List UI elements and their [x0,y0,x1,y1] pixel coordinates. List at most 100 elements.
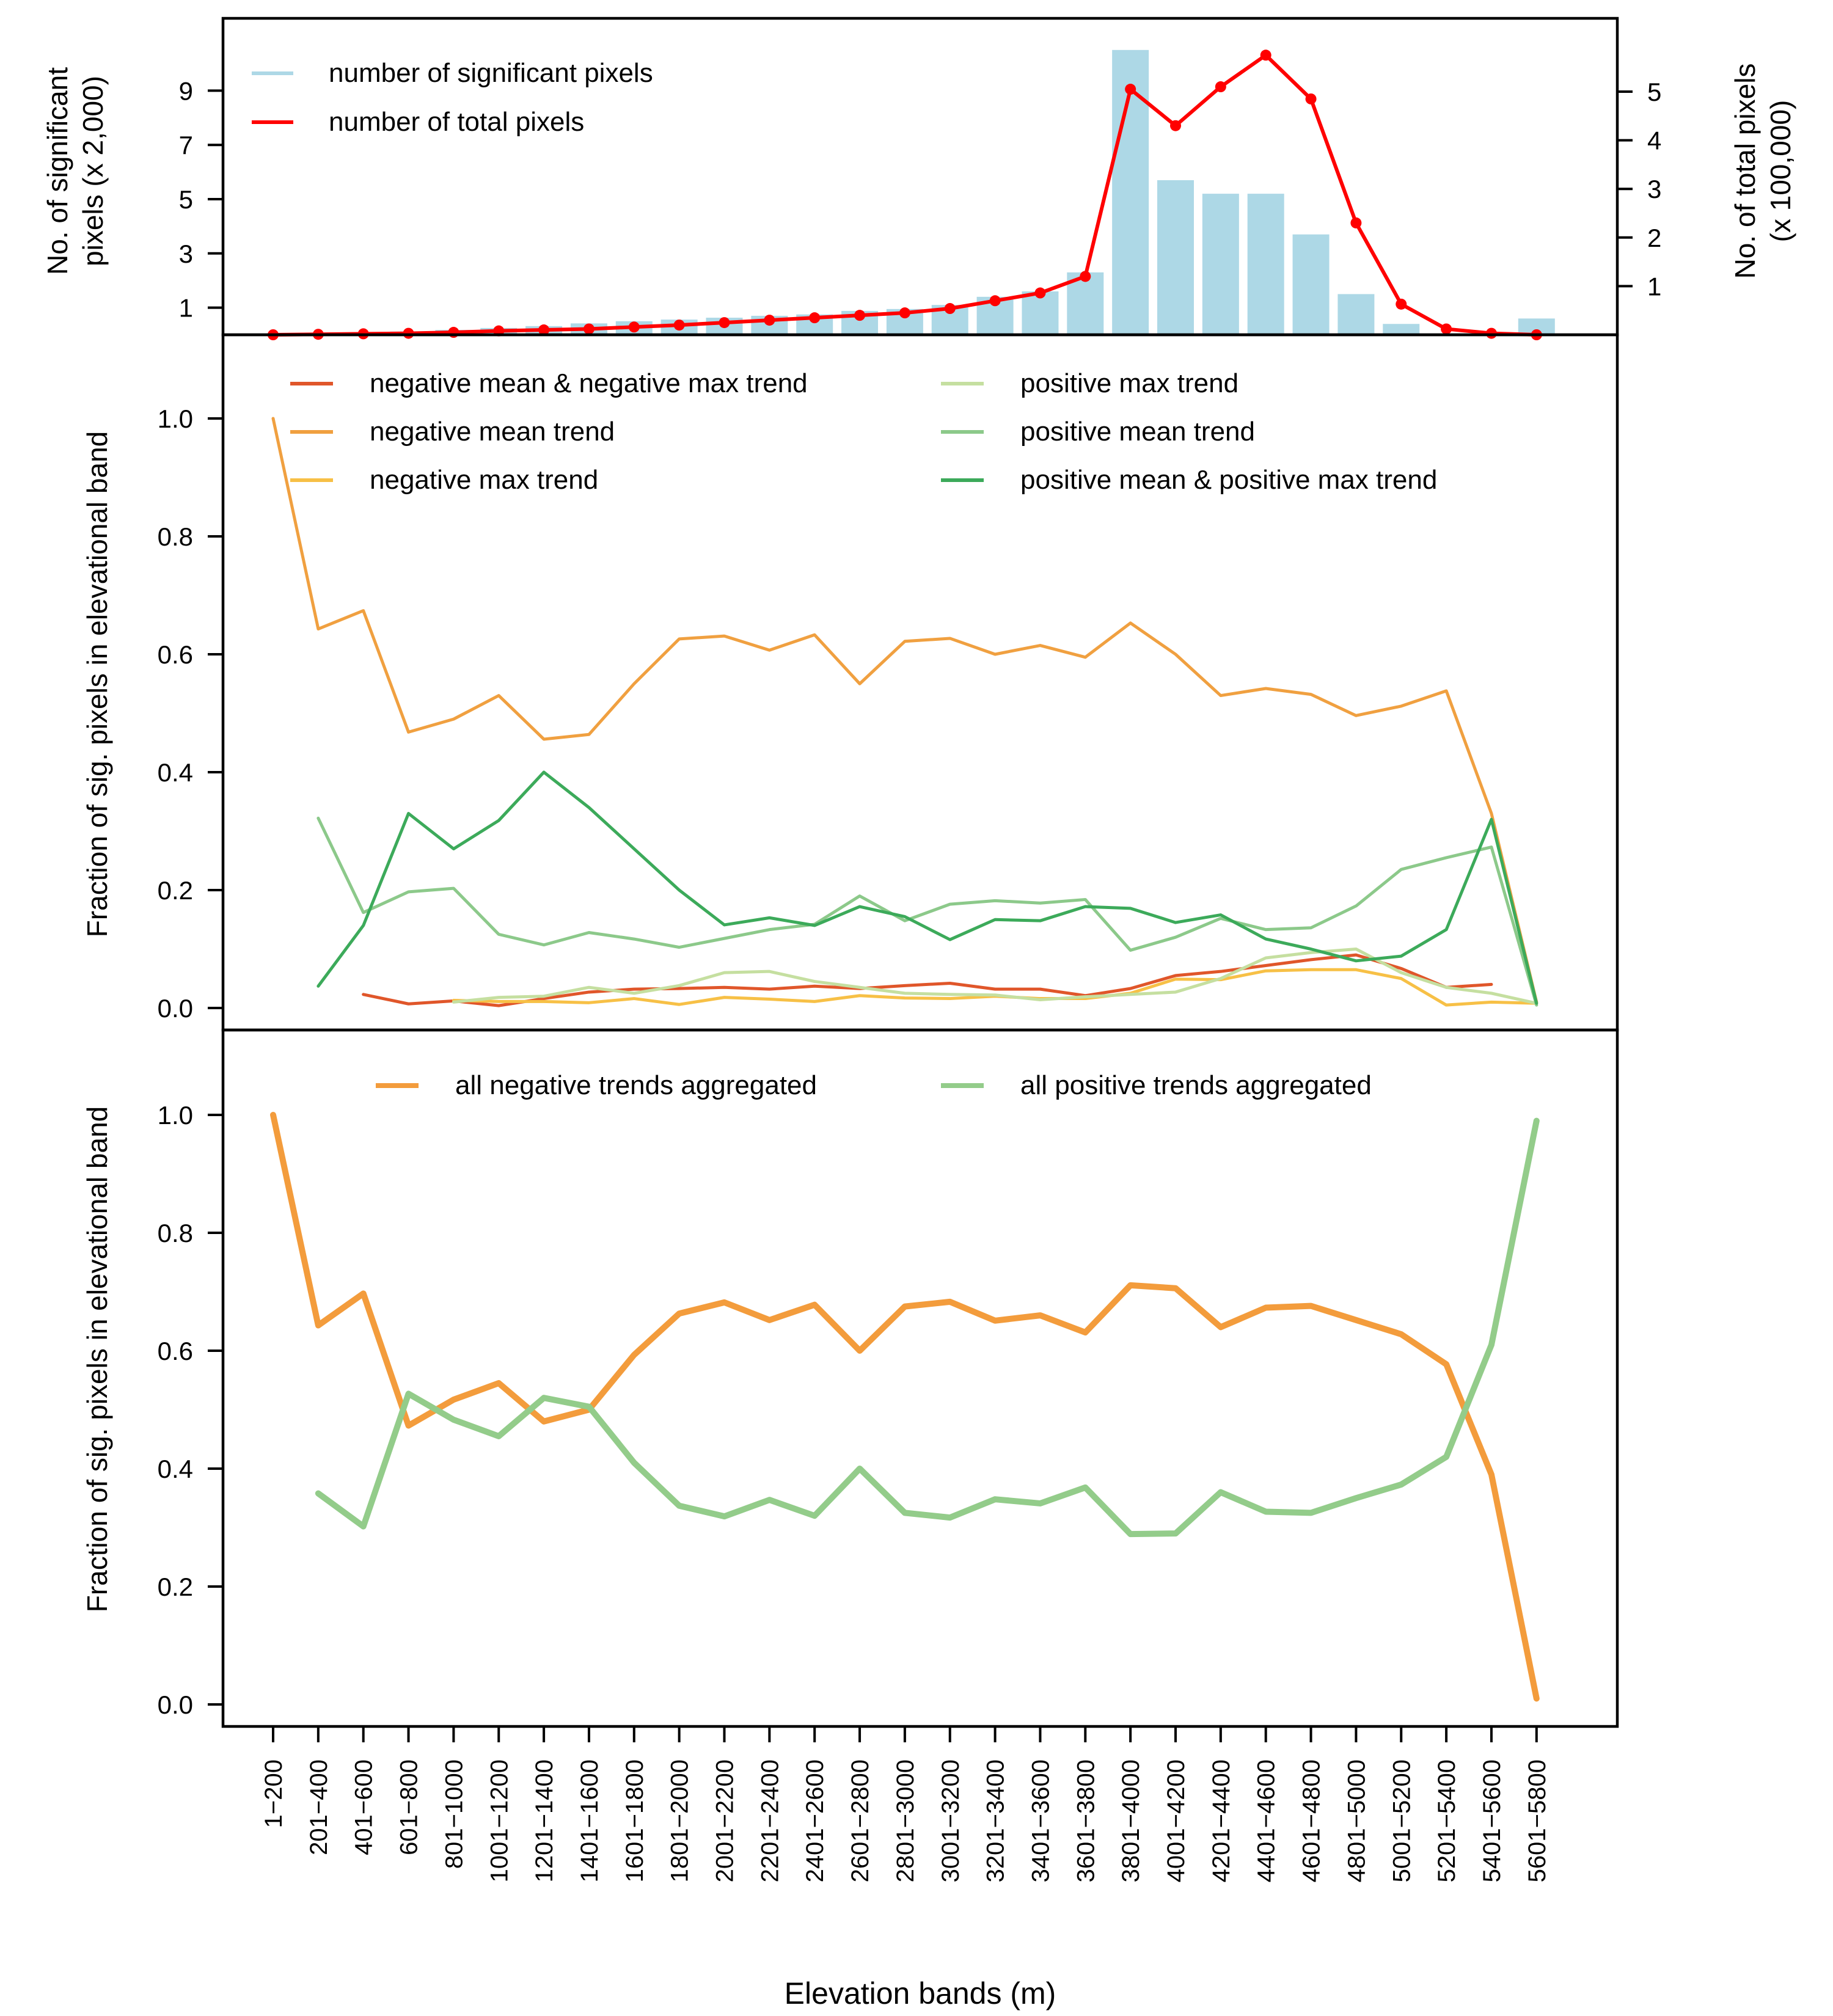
right-y-tick-label: 2 [1647,224,1661,252]
x-tick-label-4401−4600: 4401−4600 [1253,1759,1280,1882]
trend-series-neg_mean [271,417,1538,1004]
trend-category-series [271,417,1538,1007]
total-pixels-point-5001−5200 [1396,298,1407,310]
y-tick-label: 0.0 [158,994,193,1023]
x-tick-label-4801−5000: 4801−5000 [1343,1759,1370,1882]
y-axis-panel-2: 0.0 0.2 0.4 0.6 0.8 1.0 [158,404,223,1023]
right-y-tick-label: 1 [1647,272,1661,301]
left-y-tick-label: 1 [179,294,193,323]
total-pixels-point-601−800 [403,327,414,339]
x-axis-label: Elevation bands (m) [785,1976,1056,2011]
aggregated-series-agg_neg [270,1112,1540,1702]
x-tick-label-1801−2000: 1801−2000 [667,1759,693,1882]
x-tick-label-2001−2200: 2001−2200 [712,1759,739,1882]
x-tick-label-4201−4400: 4201−4400 [1208,1759,1235,1882]
x-tick-label-2401−2600: 2401−2600 [802,1759,829,1882]
frame-panel-3 [221,1028,1619,1728]
legend-label-agg-neg: all negative trends aggregated [455,1070,817,1100]
y-tick-label: 0.6 [158,640,193,669]
total-pixels-point-1801−2000 [673,320,685,331]
total-pixels-point-5401−5600 [1485,327,1497,339]
legend-label-pos-max: positive max trend [1020,368,1238,398]
legend-label-significant-pixels: number of significant pixels [329,58,653,88]
left-y-axis-label-line-2: pixels (x 2,000) [77,76,109,266]
legend-panel-2: negative mean & negative max trend negat… [290,368,1437,495]
left-y-tick-label: 7 [179,131,193,159]
x-tick-label-1001−1200: 1001−1200 [486,1759,513,1882]
x-tick-label-1401−1600: 1401−1600 [576,1759,603,1882]
x-tick-label-5001−5200: 5001−5200 [1388,1759,1415,1882]
total-pixels-point-1601−1800 [628,321,640,333]
trend-series-pos_mean_pos_max [316,770,1538,1005]
aggregated-series [270,1112,1540,1702]
y-tick-label: 0.2 [158,876,193,905]
y-tick-label: 1.0 [158,404,193,433]
legend-label-agg-pos: all positive trends aggregated [1020,1070,1372,1100]
x-tick-label-2601−2800: 2601−2800 [847,1759,874,1882]
bar-4601−4800 [1292,234,1330,335]
y-axis-label-panel-2: Fraction of sig. pixels in elevational b… [81,431,113,937]
total-pixels-point-4201−4400 [1215,81,1226,93]
x-tick-label-1201−1400: 1201−1400 [531,1759,558,1882]
x-tick-label-201−400: 201−400 [306,1759,332,1855]
left-y-tick-label: 3 [179,239,193,268]
left-y-tick-label: 9 [179,76,193,105]
x-tick-label-2801−3000: 2801−3000 [892,1759,919,1882]
right-y-tick-label: 5 [1647,78,1661,106]
x-axis: 1−200 201−400 401−600 601−800 801−1000 1001−1… [260,1726,1551,1882]
y-axis-panel-3: 0.0 0.2 0.4 0.6 0.8 1.0 [158,1101,223,1719]
x-tick-label-1−200: 1−200 [260,1759,287,1828]
legend-label-neg-mean: negative mean trend [370,417,615,447]
total-pixels-point-3201−3400 [989,295,1001,307]
y-tick-label: 0.4 [158,1455,193,1483]
total-pixels-point-4401−4600 [1260,49,1271,61]
x-tick-label-601−800: 601−800 [396,1759,423,1855]
right-y-tick-label: 4 [1647,126,1661,155]
y-axis-label-panel-3: Fraction of sig. pixels in elevational b… [81,1106,113,1612]
trend-series-neg_mean_neg_max [362,953,1493,1007]
right-y-axis: 1 2 3 4 5 [1617,78,1661,301]
trend-series-pos_max [452,948,1538,1005]
bar-4401−4600 [1247,194,1284,335]
left-y-tick-label: 5 [179,185,193,214]
bar-4001−4200 [1157,180,1194,335]
legend-label-neg-max: negative max trend [370,465,598,495]
x-tick-label-1601−1800: 1601−1800 [621,1759,648,1882]
x-tick-label-3601−3800: 3601−3800 [1072,1759,1099,1882]
total-pixels-point-3001−3200 [944,303,956,315]
right-y-axis-label-line-2: (x 100,000) [1765,100,1796,243]
legend-panel-1: number of significant pixels number of t… [252,58,653,137]
y-tick-label: 0.2 [158,1572,193,1601]
total-pixels-point-801−1000 [448,327,459,338]
legend-label-pos-mean-pos-max: positive mean & positive max trend [1020,465,1437,495]
total-pixels-point-3601−3800 [1080,271,1091,282]
x-tick-label-3401−3600: 3401−3600 [1027,1759,1054,1882]
total-pixels-point-3401−3600 [1034,287,1046,299]
total-pixels-point-4001−4200 [1170,120,1181,131]
legend-label-pos-mean: positive mean trend [1020,417,1255,447]
total-pixels-point-3801−4000 [1125,84,1136,95]
bar-3401−3600 [1022,291,1059,335]
total-pixels-point-2801−3000 [899,307,910,319]
y-tick-label: 0.8 [158,522,193,551]
x-tick-label-5201−5400: 5201−5400 [1433,1759,1460,1882]
y-tick-label: 0.4 [158,758,193,787]
y-tick-label: 1.0 [158,1101,193,1130]
panel-aggregated-trends: 0.0 0.2 0.4 0.6 0.8 1.0 Fraction of sig. pixe… [81,1070,1540,1719]
x-tick-label-801−1000: 801−1000 [441,1759,467,1869]
total-pixels-point-1201−1400 [538,324,550,336]
x-tick-label-4601−4800: 4601−4800 [1298,1759,1325,1882]
legend-panel-3: all negative trends aggregated all posit… [376,1070,1372,1100]
y-tick-label: 0.6 [158,1337,193,1365]
x-tick-label-5401−5600: 5401−5600 [1479,1759,1506,1882]
trend-series-pos_mean [316,816,1538,1007]
total-pixels-point-2201−2400 [764,315,775,326]
x-tick-label-401−600: 401−600 [351,1759,378,1855]
y-tick-label: 0.0 [158,1690,193,1719]
x-tick-label-3001−3200: 3001−3200 [937,1759,964,1882]
x-tick-label-5601−5800: 5601−5800 [1524,1759,1551,1882]
total-pixels-point-2401−2600 [809,312,821,324]
bar-4201−4400 [1202,194,1239,335]
panel-pixel-counts: 1 3 5 7 9 1 2 3 4 5 No. of significant pixels (x… [42,49,1796,340]
